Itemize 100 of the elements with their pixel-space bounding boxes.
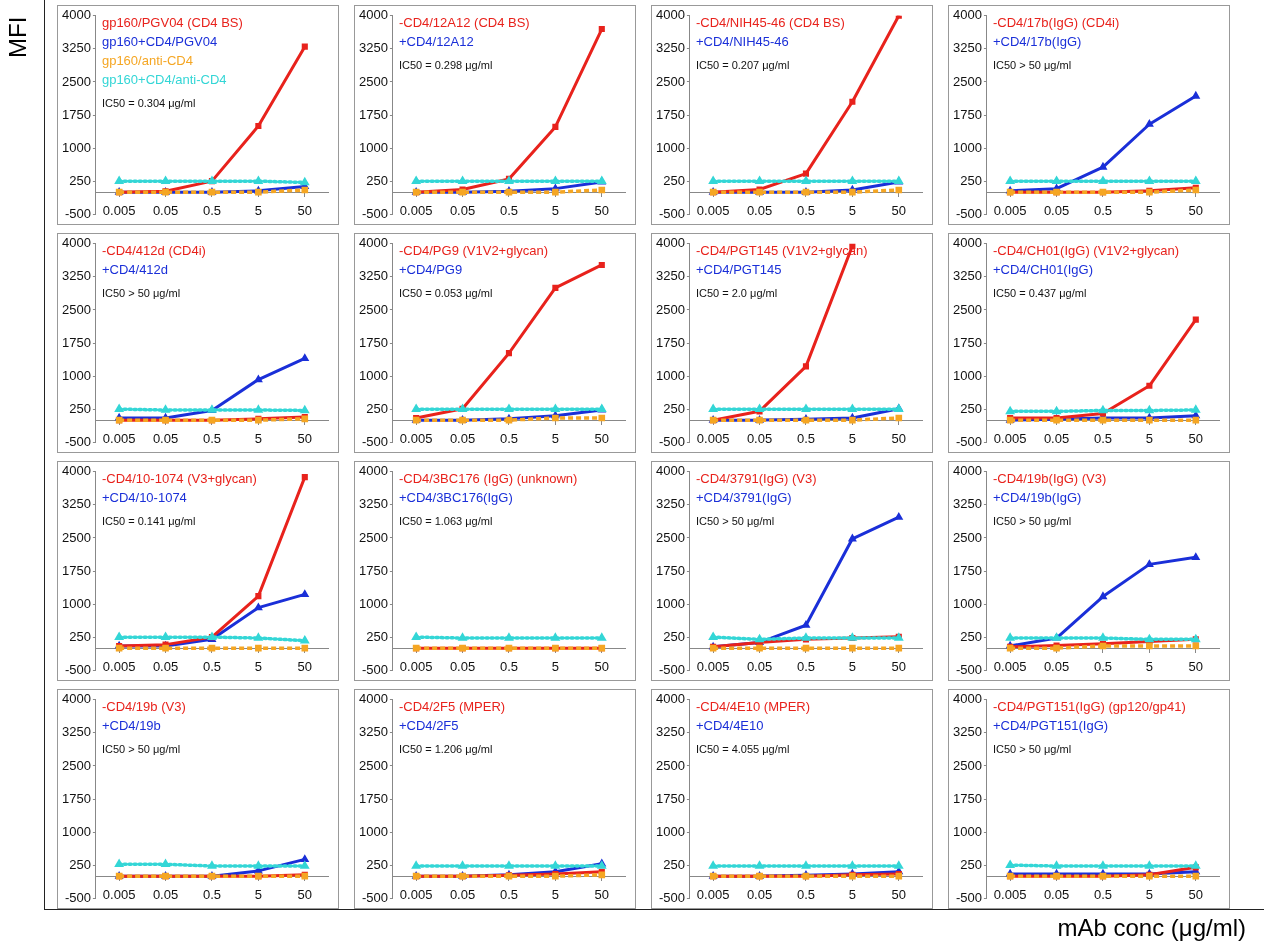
x-tick-label: 0.05	[449, 886, 476, 902]
x-tick-label: 0.5	[499, 202, 518, 218]
y-tick-label: 250	[663, 628, 685, 644]
annotation: IC50 = 1.063 μg/ml	[398, 515, 493, 528]
annotation: IC50 = 0.141 μg/ml	[101, 515, 196, 528]
y-tick-label: 250	[366, 856, 388, 872]
x-tick-label: 0.5	[796, 430, 815, 446]
x-tick-label: 50	[594, 430, 610, 446]
y-tick-label: 2500	[656, 301, 685, 317]
y-tick-label: 2500	[62, 301, 91, 317]
text: gp160+CD4/PGV04	[101, 33, 218, 49]
y-tick-label: 1750	[953, 106, 982, 122]
text: -CD4/NIH45-46 (CD4 BS)	[695, 14, 845, 30]
x-tick-label: 5	[551, 658, 559, 674]
y-tick-label: -500	[64, 205, 91, 221]
x-tick-label: 0.005	[399, 886, 433, 902]
y-tick-label: 4000	[62, 235, 91, 251]
x-tick-label: 5	[1145, 202, 1153, 218]
x-tick-label: 0.05	[746, 658, 773, 674]
y-tick-label: 4000	[62, 7, 91, 23]
text: +CD4/19b(IgG)	[992, 489, 1082, 505]
text: -CD4/CH01(IgG) (V1V2+glycan)	[992, 242, 1179, 258]
legend-label: +CD4/3BC176(IgG)	[398, 489, 513, 505]
y-tick-label: -500	[955, 889, 982, 905]
text: +CD4/19b	[101, 717, 161, 733]
x-tick-label: 0.005	[696, 658, 730, 674]
y-tick-label: 3250	[359, 40, 388, 56]
y-tick-label: 250	[69, 628, 91, 644]
text: -CD4/3BC176 (IgG) (unknown)	[398, 470, 578, 486]
text: +CD4/2F5	[398, 717, 459, 733]
y-tick-label: 4000	[656, 235, 685, 251]
x-tick-label: 50	[891, 658, 907, 674]
x-tick-label: 0.05	[152, 202, 179, 218]
x-tick-label: 0.05	[449, 658, 476, 674]
annotation: IC50 > 50 μg/ml	[992, 743, 1072, 756]
y-tick-label: 4000	[656, 7, 685, 23]
annotation: IC50 = 0.298 μg/ml	[398, 59, 493, 72]
y-tick-label: -500	[361, 433, 388, 449]
x-tick-label: 50	[891, 886, 907, 902]
text: +CD4/4E10	[695, 717, 764, 733]
y-tick-label: 4000	[359, 463, 388, 479]
text: -CD4/2F5 (MPER)	[398, 698, 506, 714]
y-tick-label: 3250	[656, 40, 685, 56]
x-tick-label: 5	[848, 886, 856, 902]
y-tick-label: 1750	[953, 790, 982, 806]
x-tick-label: 0.005	[102, 658, 136, 674]
annotation: IC50 > 50 μg/ml	[695, 515, 775, 528]
text: -CD4/19b(IgG) (V3)	[992, 470, 1107, 486]
y-tick-label: 2500	[62, 73, 91, 89]
y-tick-label: 1750	[359, 790, 388, 806]
x-tick-label: 0.005	[993, 430, 1027, 446]
y-tick-label: -500	[361, 889, 388, 905]
y-tick-label: 2500	[359, 757, 388, 773]
x-tick-label: 5	[1145, 658, 1153, 674]
y-tick-label: 1000	[953, 823, 982, 839]
x-tick-label: 0.005	[696, 430, 730, 446]
y-tick-label: 2500	[953, 73, 982, 89]
y-tick-label: 2500	[62, 529, 91, 545]
y-tick-label: -500	[64, 889, 91, 905]
y-tick-label: 3250	[656, 496, 685, 512]
x-axis-title: mAb conc (μg/ml)	[1057, 914, 1246, 942]
annotation: IC50 = 2.0 μg/ml	[695, 287, 778, 300]
x-tick-label: 0.005	[102, 202, 136, 218]
y-tick-label: 250	[663, 856, 685, 872]
y-tick-label: 1000	[656, 595, 685, 611]
y-tick-label: 4000	[656, 463, 685, 479]
y-tick-label: 3250	[656, 724, 685, 740]
text: +CD4/PG9	[398, 261, 463, 277]
y-tick-label: 1750	[656, 106, 685, 122]
y-tick-label: 250	[366, 172, 388, 188]
y-tick-label: 3250	[62, 496, 91, 512]
annotation: IC50 > 50 μg/ml	[101, 743, 181, 756]
y-tick-label: 1750	[359, 106, 388, 122]
x-tick-label: 50	[297, 886, 313, 902]
y-tick-label: 250	[69, 856, 91, 872]
y-tick-label: 2500	[359, 301, 388, 317]
x-tick-label: 5	[254, 202, 262, 218]
y-tick-label: 4000	[62, 463, 91, 479]
x-tick-label: 50	[594, 886, 610, 902]
y-tick-label: 1000	[62, 595, 91, 611]
text: gp160/PGV04 (CD4 BS)	[101, 14, 243, 30]
x-tick-label: 0.5	[796, 658, 815, 674]
x-tick-label: 0.5	[796, 886, 815, 902]
y-tick-label: 1000	[656, 139, 685, 155]
x-tick-label: 0.5	[499, 430, 518, 446]
x-tick-label: 0.05	[746, 430, 773, 446]
y-tick-label: 1750	[953, 562, 982, 578]
y-tick-label: 2500	[359, 529, 388, 545]
y-tick-label: 3250	[62, 40, 91, 56]
x-tick-label: 0.005	[399, 658, 433, 674]
y-tick-label: 4000	[359, 7, 388, 23]
text: -CD4/PGT151(IgG) (gp120/gp41)	[992, 698, 1186, 714]
y-tick-label: 1750	[62, 334, 91, 350]
x-tick-label: 50	[1188, 202, 1204, 218]
x-tick-label: 0.5	[499, 658, 518, 674]
x-tick-label: 50	[1188, 658, 1204, 674]
y-tick-label: 250	[69, 400, 91, 416]
y-tick-label: -500	[955, 205, 982, 221]
text: -CD4/19b (V3)	[101, 698, 186, 714]
x-tick-label: 50	[1188, 430, 1204, 446]
